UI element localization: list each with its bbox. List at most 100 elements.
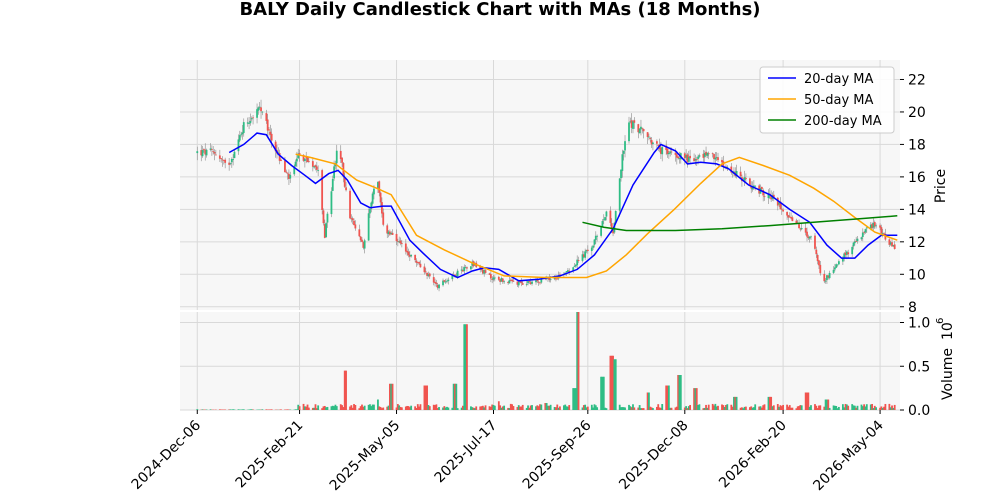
volume-bar: [497, 401, 500, 410]
volume-bar: [386, 406, 389, 410]
candle-body: [369, 208, 371, 214]
volume-bar: [407, 406, 410, 410]
candle-body: [280, 159, 282, 161]
candle-body: [447, 279, 450, 282]
volume-bar: [377, 399, 379, 410]
volume-bar: [735, 396, 738, 410]
candle-body: [218, 155, 221, 159]
candle-body: [574, 264, 577, 267]
candle-body: [853, 241, 856, 244]
volume-bar: [391, 383, 394, 410]
volume-bar: [269, 409, 272, 410]
volume-bar: [828, 407, 831, 410]
volume-bar: [851, 404, 854, 410]
volume-bar: [280, 409, 282, 410]
candle-body: [229, 163, 232, 165]
volume-bar: [341, 405, 343, 410]
candle-body: [358, 229, 361, 237]
candle-body: [860, 237, 863, 240]
candle-body: [715, 157, 718, 158]
volume-bar: [618, 404, 621, 410]
volume-bar: [767, 396, 770, 410]
candle-body: [540, 278, 543, 283]
volume-bar: [865, 404, 868, 410]
volume-bar: [875, 407, 877, 410]
volume-bar: [516, 407, 519, 410]
volume-bar: [209, 409, 212, 410]
candle-body: [780, 208, 783, 210]
candle-body: [306, 157, 309, 163]
candle-body: [285, 171, 288, 173]
volume-bar: [472, 407, 475, 410]
candle-body: [856, 238, 859, 242]
candle-body: [786, 212, 788, 216]
volume-bar: [602, 376, 605, 410]
candle-body: [572, 267, 575, 271]
volume-bar: [827, 399, 830, 410]
volume-bar: [232, 409, 235, 410]
volume-bar: [640, 408, 642, 410]
volume-bar: [521, 404, 524, 410]
candle-body: [395, 233, 398, 242]
candle-body: [249, 120, 252, 124]
volume-bar: [814, 404, 816, 410]
candle-body: [418, 262, 421, 264]
volume-bar: [733, 396, 735, 410]
price-axis-label: Price: [933, 169, 949, 203]
candle-body: [434, 281, 436, 284]
candle-body: [735, 171, 738, 177]
candle-body: [883, 233, 885, 235]
volume-bar: [350, 405, 353, 410]
volume-bar: [470, 406, 472, 410]
candle-body: [367, 213, 370, 241]
volume-bar: [693, 388, 695, 410]
volume-bar: [436, 408, 439, 410]
volume-bar: [605, 408, 608, 410]
volume-bar: [872, 408, 875, 410]
candle-body: [293, 166, 296, 175]
volume-bar: [371, 404, 374, 410]
price-tick-label: 18: [908, 137, 926, 153]
candle-body: [633, 120, 636, 123]
volume-bar: [694, 388, 697, 410]
candle-body: [353, 220, 355, 226]
candle-body: [622, 150, 625, 154]
volume-bar: [196, 409, 199, 410]
candle-body: [519, 281, 521, 283]
volume-bar: [715, 406, 718, 410]
candle-body: [479, 266, 482, 269]
moving-averages: [228, 132, 898, 282]
volume-bar: [544, 403, 547, 410]
date-tick-label: 2025-Feb-21: [233, 418, 307, 492]
date-tick-label: 2024-Dec-06: [129, 417, 204, 492]
candle-body: [891, 242, 893, 247]
candle-body: [373, 188, 375, 195]
candle-body: [845, 251, 848, 255]
candle-body: [321, 170, 324, 210]
candle-body: [711, 153, 714, 155]
candle-body: [238, 135, 241, 141]
date-tick-label: 2025-May-05: [327, 418, 404, 495]
candle-body: [770, 195, 773, 200]
candle-body: [614, 210, 617, 223]
volume-bar: [218, 409, 221, 410]
candle-body: [657, 144, 660, 146]
volume-bar: [475, 406, 478, 410]
candle-body: [721, 159, 723, 163]
candle-body: [323, 224, 326, 238]
volume-bar: [685, 406, 688, 410]
candle-body: [795, 220, 798, 224]
volume-bar: [893, 404, 896, 410]
candle-body: [665, 145, 668, 151]
candle-body: [823, 273, 826, 282]
volume-bar: [535, 406, 537, 410]
volume-bar: [725, 405, 727, 410]
candle-body: [863, 232, 866, 234]
candle-body: [443, 280, 446, 282]
candle-body: [656, 141, 658, 144]
volume-bar: [353, 404, 355, 410]
candle-body: [331, 179, 334, 191]
candle-body: [512, 280, 515, 282]
volume-bar: [638, 405, 641, 410]
